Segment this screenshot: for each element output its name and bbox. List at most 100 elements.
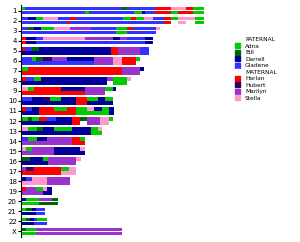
Bar [112,61,122,65]
Bar [21,188,26,191]
Bar [39,107,54,111]
Bar [72,121,80,125]
Bar [21,67,28,70]
Bar [193,7,204,10]
Bar [140,47,149,51]
Bar [164,21,171,24]
Bar [21,172,61,175]
Bar [26,227,36,231]
Bar [142,11,146,15]
Bar [91,127,98,131]
Bar [193,11,204,15]
Bar [195,21,204,24]
Bar [21,21,67,24]
Bar [21,121,72,125]
Bar [131,17,136,21]
Bar [21,147,26,151]
Bar [21,37,26,40]
Bar [94,107,101,111]
Bar [154,11,171,15]
Bar [46,117,56,121]
Bar [21,57,32,60]
Bar [98,127,101,131]
Bar [21,202,39,205]
Bar [85,11,89,15]
Bar [21,177,26,181]
Bar [30,218,34,221]
Bar [91,131,101,135]
Bar [21,218,26,221]
Bar [100,117,109,121]
Bar [178,17,195,21]
Bar [43,17,58,21]
Bar [34,27,41,30]
Bar [36,212,45,215]
Bar [122,61,136,65]
Bar [41,27,54,30]
Bar [87,121,100,125]
Bar [21,81,107,84]
Bar [32,107,39,111]
Bar [111,51,118,54]
Bar [46,177,70,181]
Bar [32,117,39,121]
Bar [120,37,127,40]
Bar [164,17,171,21]
Bar [124,17,131,21]
Bar [171,11,178,15]
Bar [112,57,122,60]
Bar [43,57,52,60]
Bar [21,71,122,75]
Bar [56,117,72,121]
Bar [46,182,70,185]
Bar [21,197,26,201]
Bar [61,172,76,175]
Bar [26,37,36,40]
Bar [43,127,54,131]
Bar [171,17,178,21]
Bar [87,107,94,111]
Bar [34,221,46,225]
Bar [127,7,154,10]
Bar [43,158,49,161]
Bar [43,97,50,101]
Bar [50,97,61,101]
Bar [109,107,114,111]
Bar [26,208,32,211]
Bar [28,137,38,141]
Bar [30,158,43,161]
Bar [61,97,76,101]
Bar [127,27,133,30]
Bar [36,227,122,231]
Bar [39,111,76,115]
Bar [21,31,116,34]
Bar [100,121,109,125]
Bar [21,158,30,161]
Bar [116,27,127,30]
Bar [36,17,43,21]
Bar [133,27,156,30]
Bar [21,227,26,231]
Bar [21,127,28,131]
Bar [116,31,127,34]
Bar [54,127,72,131]
Bar [122,67,140,70]
Bar [21,137,28,141]
Bar [127,77,131,81]
Bar [153,17,164,21]
Bar [178,21,186,24]
Bar [112,37,120,40]
Bar [39,47,111,51]
Bar [87,97,98,101]
Bar [134,11,142,15]
Bar [136,57,140,60]
Bar [28,67,122,70]
Bar [21,87,28,91]
Bar [105,87,112,91]
Bar [118,51,140,54]
Bar [21,41,26,45]
Bar [156,27,160,30]
Bar [21,97,32,101]
Bar [46,188,52,191]
Bar [52,197,58,201]
